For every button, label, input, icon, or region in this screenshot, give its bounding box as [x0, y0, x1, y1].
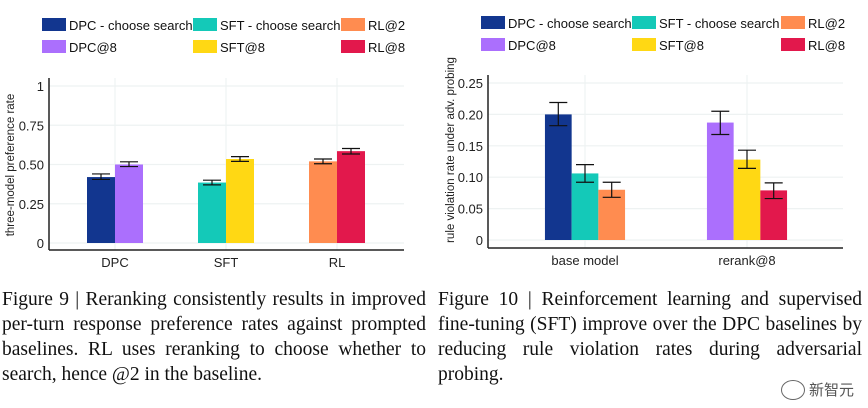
legend-swatch [341, 40, 365, 53]
y-tick-label: 0.20 [458, 107, 483, 122]
bar-dpc-choose-search [544, 114, 572, 240]
y-tick-label: 1 [37, 79, 44, 94]
figure-9-caption: Figure 9 | Reranking consistently result… [2, 289, 426, 385]
legend-label: DPC - choose search [69, 18, 193, 33]
legend-swatch [632, 38, 656, 51]
legend-swatch [42, 40, 66, 53]
legend-swatch [341, 18, 365, 31]
legend-swatch [481, 38, 505, 51]
watermark-logo: 新智元 [780, 379, 854, 400]
figure-10-caption: Figure 10 | Reinforcement learning and s… [438, 289, 862, 385]
legend-label: SFT@8 [220, 40, 265, 55]
x-tick-label: RL [329, 255, 346, 270]
y-tick-label: 0.25 [19, 197, 44, 212]
bar-dpc-choose-search [87, 177, 115, 243]
bar-sft-8 [226, 159, 254, 243]
bar-sft-8 [733, 159, 761, 240]
legend-label: DPC@8 [69, 40, 117, 55]
legend-label: SFT - choose search [659, 16, 779, 31]
legend-swatch [481, 16, 505, 29]
wechat-icon [780, 379, 805, 400]
y-tick-label: 0.25 [458, 76, 483, 91]
y-axis-label: rule violation rate under adv. probing [445, 57, 457, 243]
legend-label: DPC@8 [508, 38, 556, 53]
y-tick-label: 0 [476, 233, 483, 248]
legend-label: RL@2 [808, 16, 845, 31]
y-axis-label: three-model preference rate [5, 94, 17, 237]
legend-label: SFT@8 [659, 38, 704, 53]
y-tick-label: 0.05 [458, 202, 483, 217]
legend-label: RL@8 [808, 38, 845, 53]
watermark-text: 新智元 [808, 381, 854, 399]
bar-rl-2 [598, 189, 626, 240]
y-tick-label: 0.10 [458, 170, 483, 185]
legend-label: SFT - choose search [220, 18, 340, 33]
y-tick-label: 0.75 [19, 118, 44, 133]
legend-label: RL@2 [368, 18, 405, 33]
bar-rl-2 [309, 161, 337, 243]
bar-dpc-8 [706, 122, 734, 240]
bar-dpc-8 [115, 164, 143, 243]
bar-sft-choose-search [571, 173, 599, 240]
legend-label: RL@8 [368, 40, 405, 55]
legend-swatch [193, 18, 217, 31]
x-tick-label: rerank@8 [718, 253, 775, 268]
y-tick-label: 0 [37, 236, 44, 251]
legend-label: DPC - choose search [508, 16, 632, 31]
legend-swatch [781, 16, 805, 29]
bar-sft-choose-search [198, 182, 226, 243]
x-tick-label: base model [551, 253, 618, 268]
legend-swatch [42, 18, 66, 31]
bar-rl-8 [337, 151, 365, 243]
legend-swatch [193, 40, 217, 53]
y-tick-label: 0.15 [458, 139, 483, 154]
legend-swatch [632, 16, 656, 29]
x-tick-label: SFT [214, 255, 239, 270]
figure-charts: 0 0.25 0.50 0.75 1 DPC SFT RL three-model prefer… [5, 16, 845, 270]
x-tick-label: DPC [101, 255, 128, 270]
y-tick-label: 0.50 [19, 158, 44, 173]
legend-swatch [781, 38, 805, 51]
